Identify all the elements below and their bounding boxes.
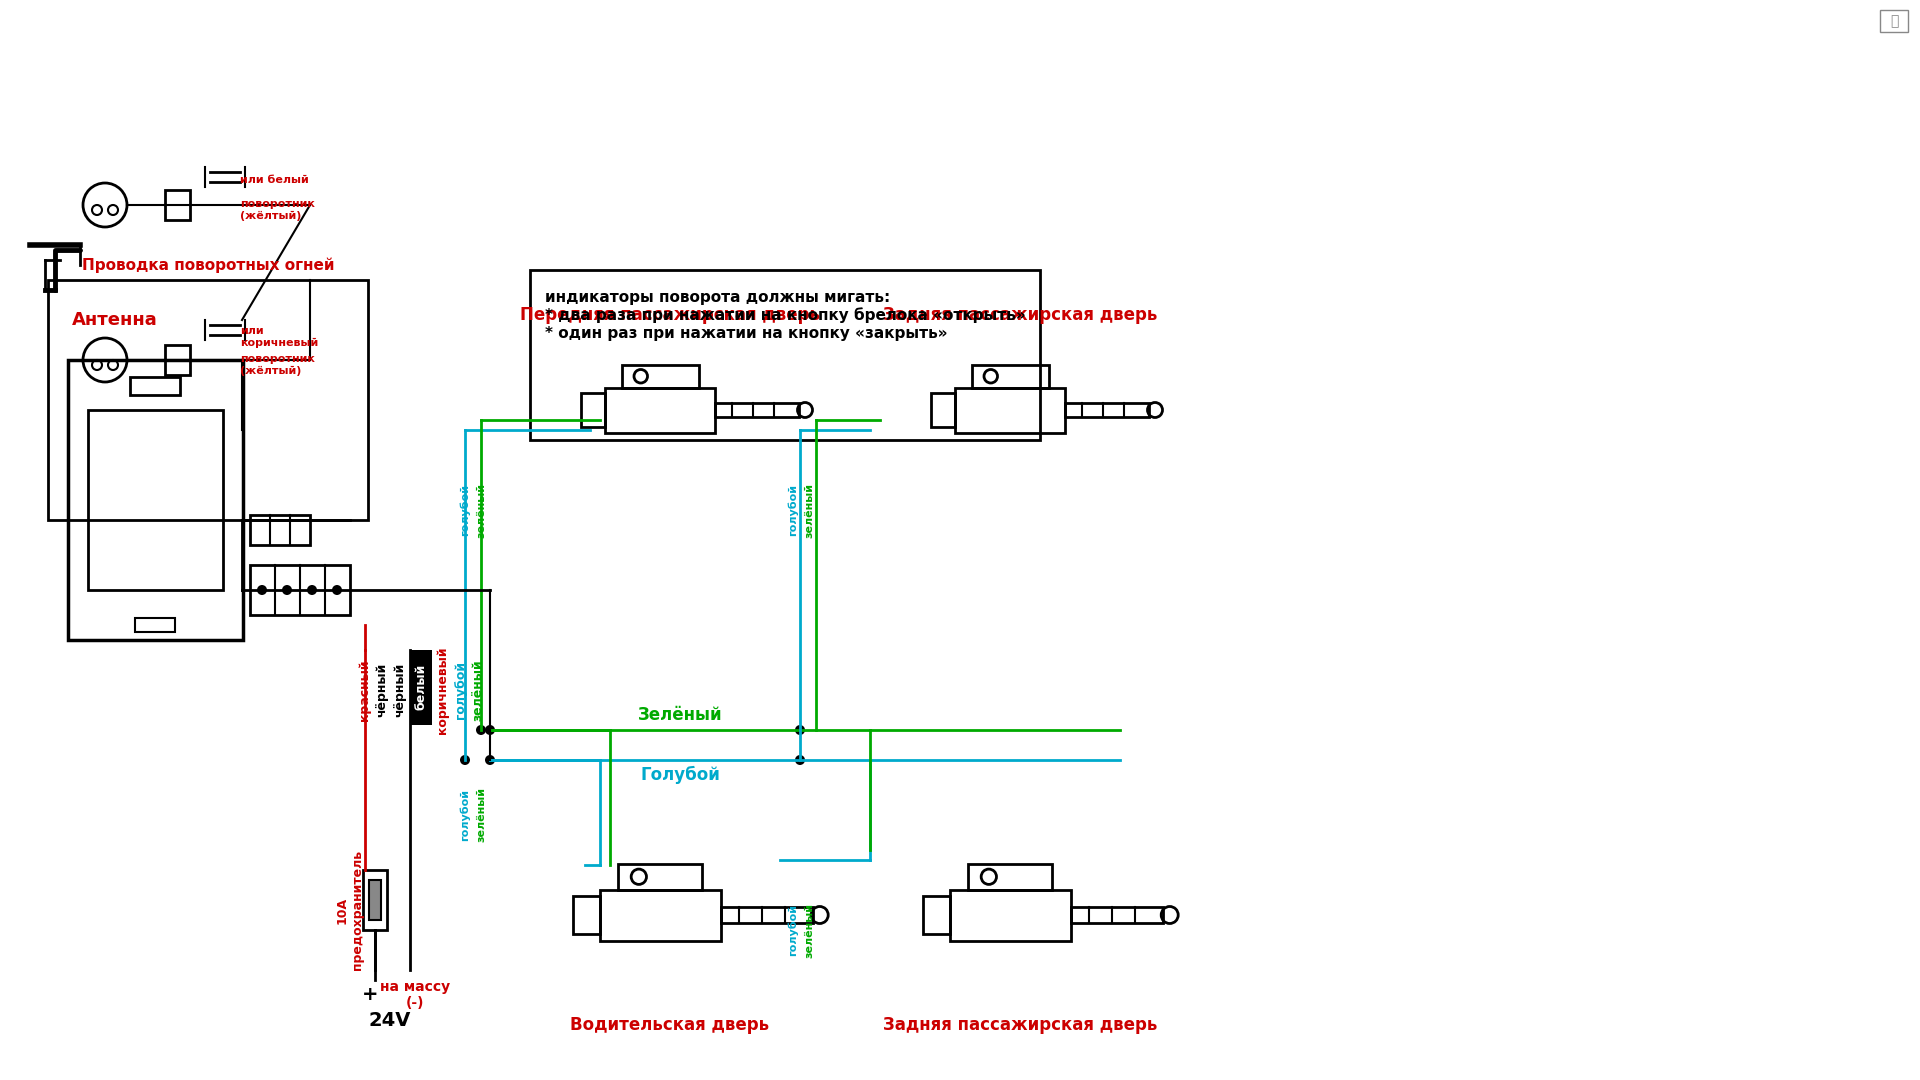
Text: 10А
предохранитель: 10А предохранитель xyxy=(336,850,365,970)
Bar xyxy=(165,190,190,220)
Bar xyxy=(250,515,309,545)
Text: Передняя пассажирская дверь: Передняя пассажирская дверь xyxy=(520,306,820,324)
Text: Задняя пассажирская дверь: Задняя пассажирская дверь xyxy=(883,306,1158,324)
Text: на массу
(-): на массу (-) xyxy=(380,980,449,1010)
Bar xyxy=(530,270,1041,440)
Text: Антенна: Антенна xyxy=(73,311,157,329)
Circle shape xyxy=(476,725,486,735)
Text: голубой: голубой xyxy=(453,661,467,719)
Text: голубой: голубой xyxy=(459,484,470,536)
Text: голубой: голубой xyxy=(787,484,799,536)
Circle shape xyxy=(332,585,342,595)
Text: поворотник
(жёлтый): поворотник (жёлтый) xyxy=(240,199,315,220)
Circle shape xyxy=(282,585,292,595)
Bar xyxy=(972,365,1048,388)
Text: белый: белый xyxy=(415,664,428,711)
Text: или белый: или белый xyxy=(240,175,309,185)
Bar xyxy=(582,393,605,427)
Bar xyxy=(134,618,175,632)
Circle shape xyxy=(461,755,470,765)
Text: Голубой: Голубой xyxy=(639,766,720,784)
Bar xyxy=(954,388,1066,432)
Circle shape xyxy=(257,585,267,595)
Bar xyxy=(950,890,1071,941)
Text: Задняя пассажирская дверь: Задняя пассажирская дверь xyxy=(883,1016,1158,1034)
Bar xyxy=(968,864,1052,890)
Text: красный: красный xyxy=(359,659,371,720)
Text: голубой: голубой xyxy=(459,789,470,841)
Text: зелёный: зелёный xyxy=(472,659,484,720)
Text: или
коричневый: или коричневый xyxy=(240,326,319,348)
Text: Проводка поворотных огней: Проводка поворотных огней xyxy=(83,257,334,273)
Bar xyxy=(924,896,950,934)
Bar xyxy=(250,565,349,615)
Text: ⛶: ⛶ xyxy=(1889,14,1899,28)
Bar xyxy=(67,360,242,640)
Bar xyxy=(48,280,369,519)
Bar xyxy=(572,896,599,934)
Bar xyxy=(618,864,703,890)
Bar xyxy=(622,365,699,388)
Bar xyxy=(931,393,954,427)
Bar xyxy=(165,345,190,375)
Text: зелёный: зелёный xyxy=(804,483,814,538)
Text: чёрный: чёрный xyxy=(376,663,388,717)
Text: Водительская дверь: Водительская дверь xyxy=(570,1016,770,1034)
Text: 24V: 24V xyxy=(369,1011,411,1029)
Bar xyxy=(1880,10,1908,32)
Bar xyxy=(720,907,812,922)
Bar xyxy=(88,410,223,590)
Text: индикаторы поворота должны мигать:
* два раза при нажатии на кнопку брелока «отк: индикаторы поворота должны мигать: * два… xyxy=(545,291,1025,340)
Text: зелёный: зелёный xyxy=(476,787,486,842)
Bar xyxy=(714,403,799,417)
Text: зелёный: зелёный xyxy=(804,903,814,958)
Circle shape xyxy=(795,725,804,735)
Bar xyxy=(605,388,714,432)
Circle shape xyxy=(486,755,495,765)
Bar xyxy=(369,880,380,920)
Circle shape xyxy=(307,585,317,595)
Text: Зелёный: Зелёный xyxy=(637,706,722,724)
Bar xyxy=(1071,907,1164,922)
Circle shape xyxy=(795,755,804,765)
Bar xyxy=(1066,403,1148,417)
Text: коричневый: коричневый xyxy=(436,646,449,733)
Text: голубой: голубой xyxy=(787,904,799,956)
Bar xyxy=(599,890,720,941)
Text: +: + xyxy=(361,985,378,1004)
Circle shape xyxy=(486,725,495,735)
Text: чёрный: чёрный xyxy=(394,663,407,717)
Bar xyxy=(131,377,180,395)
Bar xyxy=(363,870,388,930)
Bar xyxy=(411,650,432,725)
Text: зелёный: зелёный xyxy=(476,483,486,538)
Text: поворотник
(жёлтый): поворотник (жёлтый) xyxy=(240,354,315,376)
